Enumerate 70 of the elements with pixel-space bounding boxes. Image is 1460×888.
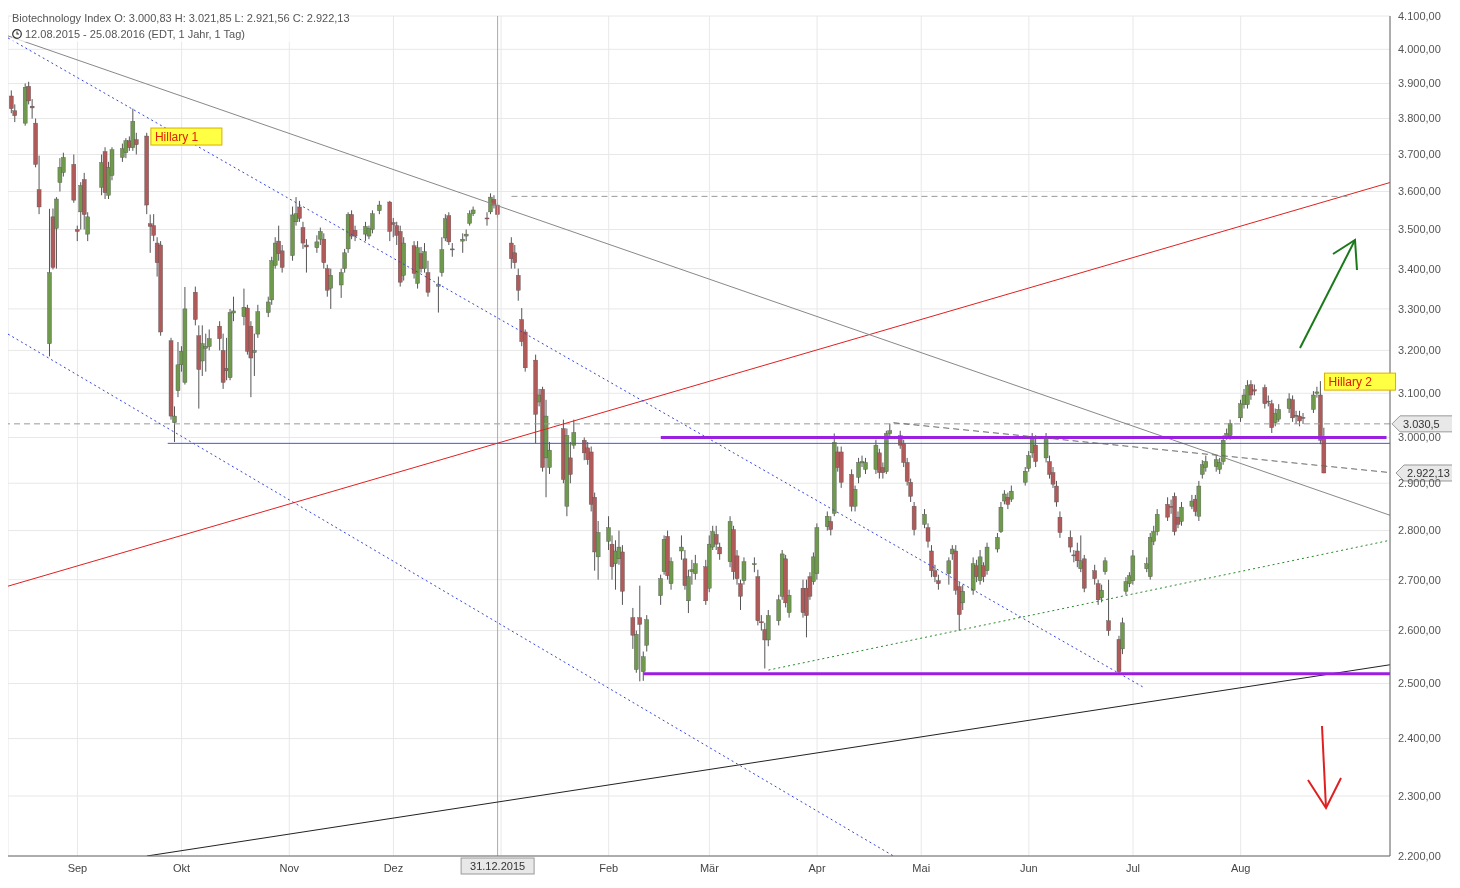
y-tick-label: 3.900,00: [1398, 77, 1441, 90]
candlestick: [1068, 530, 1073, 553]
candlestick: [1245, 379, 1250, 410]
y-tick-label: 4.000,00: [1398, 43, 1441, 56]
y-tick-label: 3.200,00: [1398, 344, 1441, 357]
ref-line-label: 3.030,5: [1403, 417, 1440, 430]
y-tick-label: 3.500,00: [1398, 223, 1441, 236]
candlestick: [911, 501, 917, 536]
candlestick: [960, 584, 965, 611]
y-tick-label: 3.300,00: [1398, 302, 1441, 315]
candlestick: [436, 276, 441, 314]
candlestick: [825, 510, 830, 532]
candlestick: [1057, 510, 1063, 539]
candlestick: [200, 324, 205, 377]
x-tick-label: Nov: [279, 861, 300, 874]
candlestick: [828, 515, 833, 536]
y-tick-label: 3.100,00: [1398, 387, 1441, 400]
x-tick-label: Sep: [67, 861, 88, 874]
x-tick-label: Apr: [808, 861, 826, 874]
y-tick-label: 2.900,00: [1398, 477, 1441, 490]
candlestick: [57, 157, 63, 192]
y-tick-label: 4.100,00: [1398, 9, 1441, 22]
text: 2.922,13: [1407, 466, 1450, 479]
candlestick: [658, 574, 663, 606]
x-tick-label: Feb: [599, 861, 619, 874]
y-tick-label: 2.500,00: [1398, 677, 1441, 690]
y-tick-label: 3.800,00: [1398, 112, 1441, 125]
y-tick-label: 2.600,00: [1398, 624, 1441, 637]
candlestick: [693, 554, 698, 581]
y-tick-label: 2.200,00: [1398, 849, 1441, 862]
y-tick-label: 2.700,00: [1398, 573, 1441, 586]
y-tick-label: 3.400,00: [1398, 262, 1441, 275]
candlestick: [147, 214, 153, 254]
candlestick: [1311, 390, 1316, 414]
candlestick: [1033, 434, 1038, 468]
y-tick-label: 3.000,00: [1398, 431, 1441, 444]
candlestick: [297, 200, 302, 223]
candlestick: [1189, 494, 1195, 510]
candlestick: [328, 268, 333, 310]
y-tick-label: 2.800,00: [1398, 524, 1441, 537]
y-tick-label: 3.700,00: [1398, 148, 1441, 161]
x-tick-label: Mär: [699, 861, 720, 874]
candlestick: [856, 457, 861, 484]
x-tick-label: Jul: [1126, 861, 1141, 874]
candlestick: [516, 268, 521, 302]
y-tick-label: 3.600,00: [1398, 185, 1441, 198]
annotation: Hillary 1: [154, 130, 199, 145]
candlestick: [203, 333, 208, 373]
x-tick-label: Okt: [173, 861, 191, 874]
candlestick: [946, 556, 952, 586]
candlestick: [1290, 394, 1295, 423]
chart-title: Biotechnology Index: [12, 12, 112, 24]
candlestick: [509, 236, 514, 270]
candlestick: [929, 544, 934, 578]
candlestick: [1179, 501, 1184, 527]
candlestick: [995, 532, 1000, 553]
x-tick-label: Dez: [383, 861, 404, 874]
candlestick: [1200, 459, 1205, 480]
x-tick-label: Mai: [912, 861, 931, 874]
y-tick-label: 2.300,00: [1398, 789, 1441, 802]
annotation: 12.08.2015 - 25.08.2016 (EDT, 1 Jahr, 1 Tag): [25, 27, 245, 42]
candlestick: [1165, 496, 1170, 522]
x-tick-label: Jun: [1020, 861, 1038, 874]
y-tick-label: 2.400,00: [1398, 732, 1441, 745]
candlestick: [460, 232, 465, 254]
chart-subtitle: O: 3.000,83 H: 3.021,85 L: 2.921,56 C: 2.922,13: [114, 12, 350, 24]
candlestick: [1106, 579, 1111, 637]
annotation: Hillary 2: [1328, 375, 1373, 390]
x-tick-label: Aug: [1230, 861, 1251, 874]
ref-line-label: 31.12.2015: [470, 860, 526, 872]
